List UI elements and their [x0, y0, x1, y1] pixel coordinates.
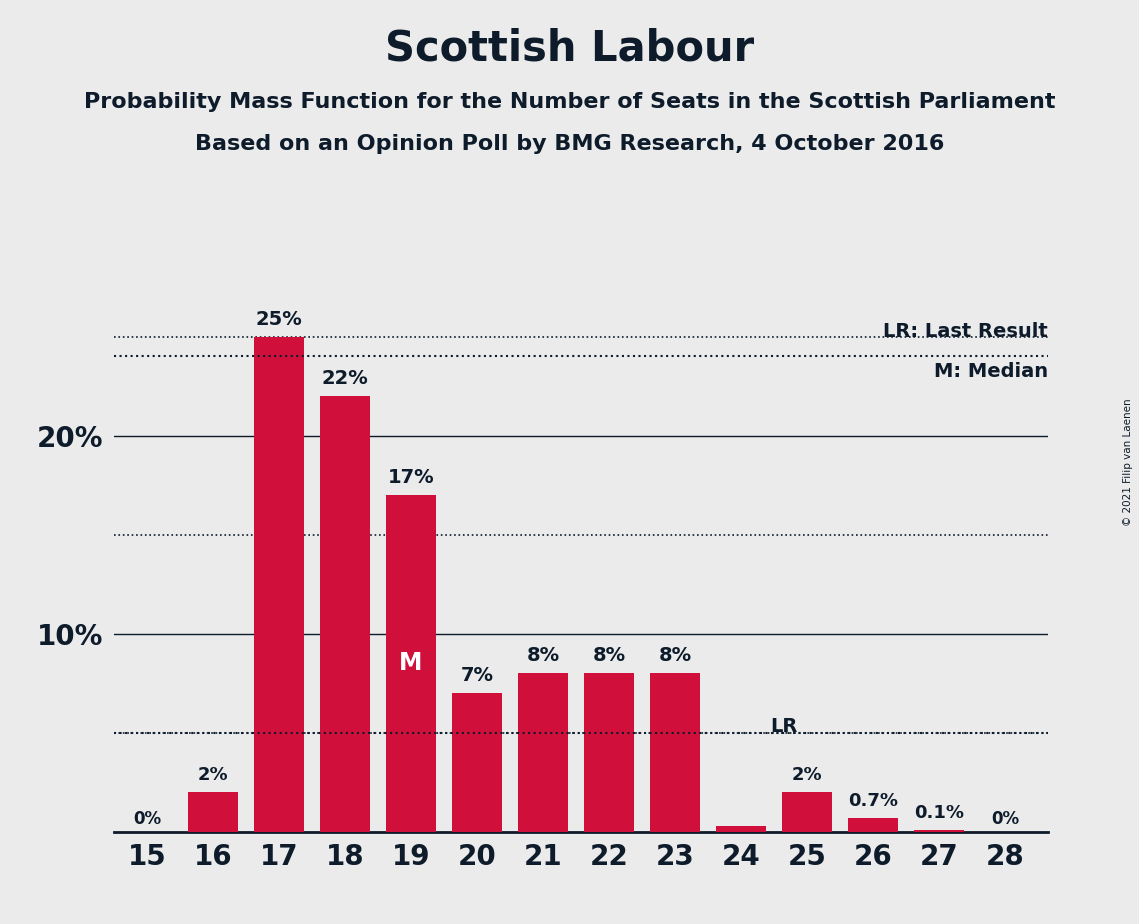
Text: 0%: 0%	[133, 809, 161, 828]
Text: 8%: 8%	[526, 646, 559, 665]
Bar	[716, 826, 765, 832]
Text: 25%: 25%	[255, 310, 302, 329]
Bar	[518, 674, 567, 832]
Bar	[254, 336, 304, 832]
Bar	[386, 495, 436, 832]
Text: 2%: 2%	[792, 766, 822, 784]
Text: 7%: 7%	[460, 666, 493, 685]
Bar	[584, 674, 633, 832]
Text: M: M	[400, 651, 423, 675]
Text: LR: Last Result: LR: Last Result	[883, 322, 1048, 341]
Bar	[452, 693, 501, 832]
Text: © 2021 Filip van Laenen: © 2021 Filip van Laenen	[1123, 398, 1133, 526]
Text: 2%: 2%	[197, 766, 228, 784]
Text: M: Median: M: Median	[934, 362, 1048, 382]
Bar	[650, 674, 699, 832]
Text: Scottish Labour: Scottish Labour	[385, 28, 754, 69]
Text: 17%: 17%	[387, 468, 434, 487]
Text: Probability Mass Function for the Number of Seats in the Scottish Parliament: Probability Mass Function for the Number…	[84, 92, 1055, 113]
Text: 8%: 8%	[658, 646, 691, 665]
Bar	[849, 818, 898, 832]
Text: 0.1%: 0.1%	[913, 804, 964, 821]
Text: 22%: 22%	[321, 369, 368, 388]
Text: 8%: 8%	[592, 646, 625, 665]
Text: LR: LR	[771, 717, 798, 736]
Bar	[782, 792, 831, 832]
Text: 0.7%: 0.7%	[847, 792, 898, 809]
Text: Based on an Opinion Poll by BMG Research, 4 October 2016: Based on an Opinion Poll by BMG Research…	[195, 134, 944, 154]
Bar	[188, 792, 238, 832]
Bar	[320, 396, 370, 832]
Text: 0%: 0%	[991, 809, 1019, 828]
Bar	[915, 830, 964, 832]
